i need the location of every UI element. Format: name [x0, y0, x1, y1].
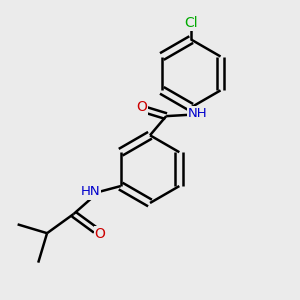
Text: NH: NH	[188, 107, 208, 120]
Text: HN: HN	[80, 185, 100, 199]
Text: O: O	[94, 227, 106, 241]
Text: O: O	[136, 100, 147, 114]
Text: Cl: Cl	[184, 16, 198, 30]
